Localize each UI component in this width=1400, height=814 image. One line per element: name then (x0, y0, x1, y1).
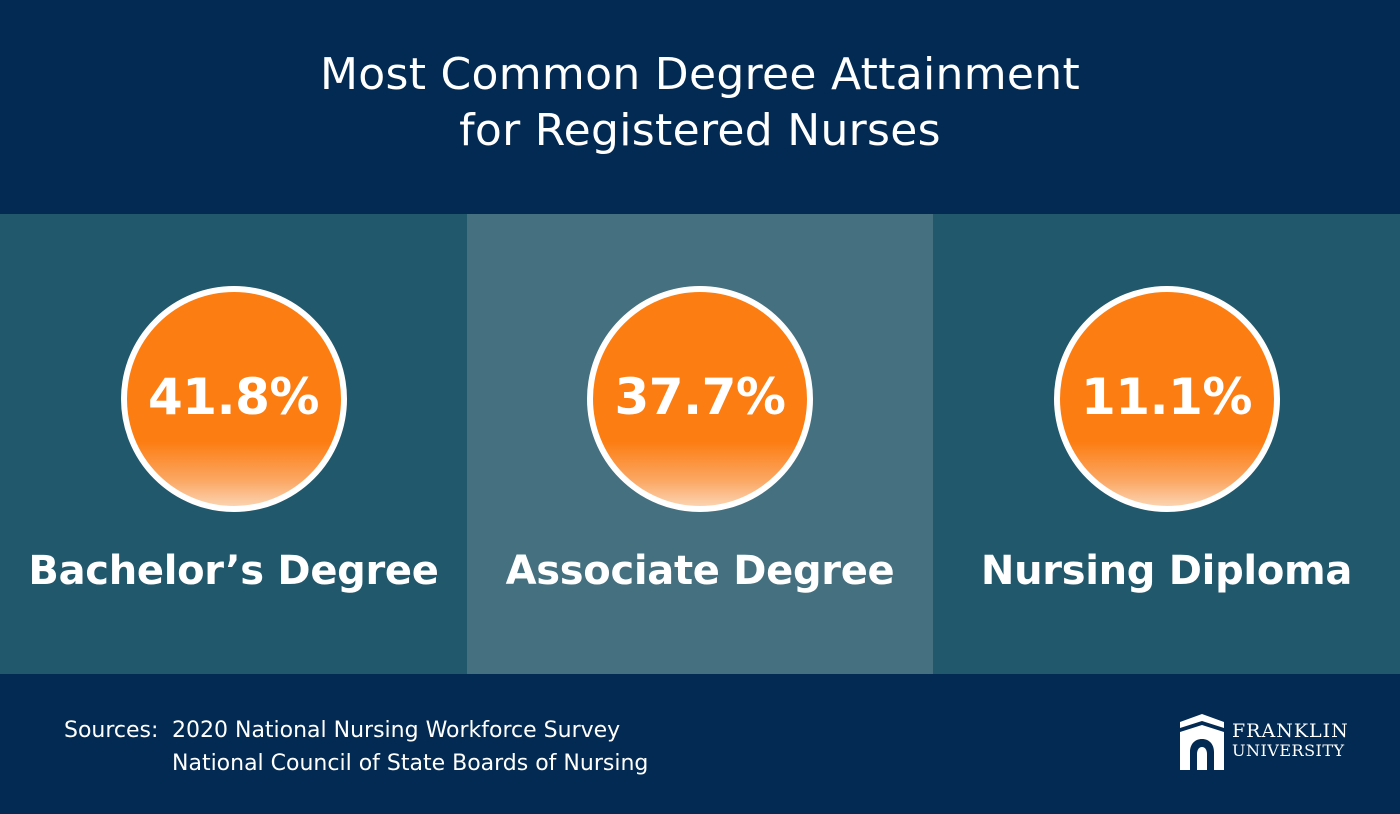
title-line-2: for Registered Nurses (459, 105, 941, 156)
title-line-1: Most Common Degree Attainment (319, 49, 1080, 100)
franklin-arch-icon (1180, 714, 1224, 770)
source-item: 2020 National Nursing Workforce Survey (172, 718, 621, 743)
header: Most Common Degree Attainment for Regist… (0, 0, 1400, 214)
stat-circle: 37.7% (587, 286, 813, 512)
sources-label: Sources: (64, 718, 159, 743)
stat-circle: 41.8% (120, 286, 347, 512)
logo-line-1: FRANKLIN (1232, 720, 1349, 742)
source-item: National Council of State Boards of Nurs… (172, 751, 649, 776)
sources-list: 2020 National Nursing Workforce Survey N… (172, 714, 648, 780)
stat-panel-associate: 37.7% Associate Degree (467, 214, 933, 674)
stat-value: 11.1% (1081, 368, 1252, 426)
stat-value: 37.7% (614, 368, 786, 426)
stat-label: Nursing Diploma (980, 548, 1353, 594)
stat-value: 41.8% (148, 368, 319, 426)
page-title: Most Common Degree Attainment for Regist… (320, 47, 1080, 159)
logo-text: FRANKLIN UNIVERSITY (1232, 721, 1349, 761)
stats-panels: 41.8% Bachelor’s Degree 37.7% Associate … (0, 214, 1400, 674)
franklin-logo: FRANKLIN UNIVERSITY (1178, 712, 1349, 770)
logo-line-2: UNIVERSITY (1232, 741, 1345, 760)
footer: Sources: 2020 National Nursing Workforce… (0, 674, 1400, 814)
stat-label: Bachelor’s Degree (28, 548, 439, 594)
stat-circle: 11.1% (1053, 286, 1280, 512)
stat-panel-bachelors: 41.8% Bachelor’s Degree (0, 214, 467, 674)
stat-panel-diploma: 11.1% Nursing Diploma (933, 214, 1400, 674)
sources: Sources: 2020 National Nursing Workforce… (64, 714, 648, 780)
stat-label: Associate Degree (505, 548, 895, 594)
